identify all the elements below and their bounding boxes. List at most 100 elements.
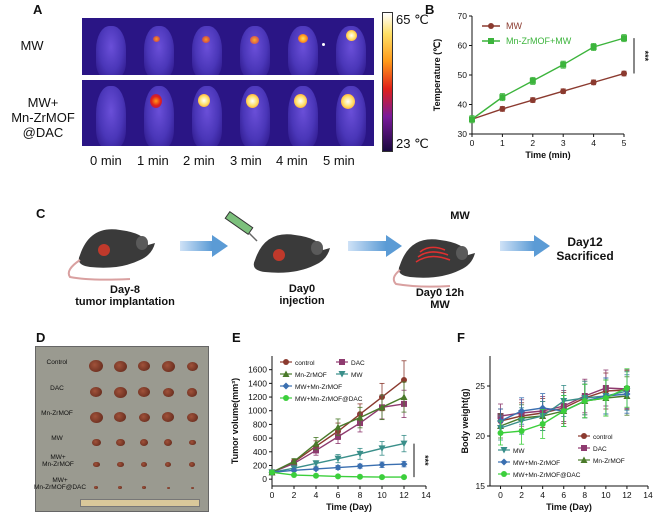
panel-label-f: F — [457, 330, 465, 345]
y-tick-label: 50 — [458, 70, 468, 80]
data-point — [581, 445, 587, 451]
x-tick-label: 3 — [561, 138, 566, 148]
tumor-photo: Control DAC Mn-ZrMOF MW MW+ Mn-ZrMOF MW+… — [33, 346, 209, 512]
data-point — [378, 461, 386, 469]
data-point — [560, 61, 567, 68]
data-point — [401, 376, 407, 383]
chart-body-weight: 0 2 4 6 8 10 12 14 15 20 25 Time (Day) Body weight(g… — [460, 356, 653, 512]
x-tick-label: 5 — [622, 138, 627, 148]
y-tick-label: 200 — [253, 460, 267, 470]
y-tick-label: 70 — [458, 11, 468, 21]
data-point — [339, 359, 345, 365]
significance-marker: *** — [640, 51, 650, 62]
row-label-line-1: MW+ — [27, 95, 59, 110]
data-point — [621, 70, 627, 77]
data-point — [501, 471, 507, 477]
row-label-mw: MW — [20, 38, 44, 53]
legend-label: control — [295, 360, 315, 367]
tumor-specimen — [114, 412, 126, 423]
photo-label-mnzrmof: Mn-ZrMOF — [41, 410, 73, 417]
data-point — [334, 455, 342, 463]
data-point — [313, 447, 319, 454]
x-tick-label: 6 — [561, 490, 566, 500]
data-point — [400, 440, 408, 448]
data-point — [338, 371, 346, 378]
x-tick-label: 6 — [336, 490, 341, 500]
y-tick-label: 400 — [253, 447, 267, 457]
flow-arrow — [500, 241, 534, 251]
tumor-specimen — [164, 439, 172, 446]
legend-label: control — [593, 434, 613, 441]
y-tick-label: 0 — [262, 474, 267, 484]
time-label: 4 min — [276, 153, 308, 168]
thermal-image-mw — [82, 18, 374, 75]
hotspot — [294, 94, 307, 108]
panel-label-c: C — [36, 206, 46, 221]
y-tick-label: 60 — [458, 41, 468, 51]
mouse-silhouette — [192, 26, 222, 75]
x-tick-label: 0 — [470, 138, 475, 148]
panel-label-b: B — [425, 2, 435, 17]
photo-label-control: Control — [46, 359, 68, 366]
data-point — [357, 473, 363, 480]
data-point — [400, 460, 408, 468]
x-tick-label: 4 — [591, 138, 596, 148]
y-tick-label: 15 — [476, 481, 486, 491]
tumor-specimen — [165, 462, 171, 468]
step2-caption: injection — [279, 295, 325, 307]
x-tick-label: 2 — [530, 138, 535, 148]
legend-label: MW+Mn-ZrMOF@DAC — [295, 396, 363, 403]
x-tick-label: 2 — [292, 490, 297, 500]
data-point — [500, 458, 508, 466]
x-tick-label: 4 — [314, 490, 319, 500]
x-tick-label: 1 — [500, 138, 505, 148]
photo-label-dac: DAC — [50, 385, 64, 392]
chart-tumor-volume: 0 2 4 6 8 10 12 14 0 200 400 600 800 1000 1200 1400 1600… — [230, 356, 431, 512]
series-line — [471, 72, 625, 120]
legend-label: Mn-ZrMOF — [295, 372, 327, 379]
data-point — [356, 450, 364, 458]
tumor-specimen — [140, 439, 148, 446]
step3-time: Day0 12h — [415, 287, 465, 299]
data-point — [335, 473, 341, 480]
mouse-illustration-implant — [67, 229, 155, 281]
data-point — [560, 88, 567, 95]
mouse-silhouette — [96, 86, 126, 146]
scale-min-label: 23 ℃ — [396, 136, 429, 151]
hotspot — [198, 94, 210, 107]
tumor-specimen — [138, 387, 150, 398]
tumor-specimen — [186, 361, 198, 371]
data-point — [499, 105, 506, 112]
tumor-specimen — [189, 462, 195, 468]
time-label: 3 min — [230, 153, 262, 168]
data-point — [290, 466, 298, 474]
hotspot — [346, 30, 357, 41]
y-tick-label: 20 — [476, 431, 486, 441]
time-label: 5 min — [323, 153, 355, 168]
hotspot — [341, 94, 355, 109]
photo-label-mw-mnzrmof-dac: MW+ Mn-ZrMOF@DAC — [33, 477, 87, 491]
y-tick-label: 1000 — [248, 406, 267, 416]
y-axis-label: Tumor volume(mm³) — [230, 378, 240, 464]
tumor-specimen — [92, 461, 100, 468]
hotspot — [153, 36, 160, 42]
flow-arrow-head — [534, 235, 550, 257]
y-tick-label: 1200 — [248, 392, 267, 402]
legend-label: MW — [351, 372, 363, 379]
photo-label-mw: MW — [51, 435, 63, 442]
step1-caption: tumor implantation — [75, 296, 175, 308]
tumor-specimen — [115, 438, 125, 447]
data-point — [623, 385, 630, 391]
tumor-specimen — [141, 462, 147, 468]
y-tick-label: 800 — [253, 419, 267, 429]
tumor-specimen — [190, 486, 194, 490]
row-label-line-3: @DAC — [22, 125, 64, 140]
step4-caption: Sacrificed — [556, 249, 614, 263]
tumor-specimen — [187, 388, 197, 397]
y-tick-label: 40 — [458, 100, 468, 110]
data-point — [291, 472, 297, 479]
data-point — [312, 440, 320, 447]
flow-arrow-head — [212, 235, 228, 257]
x-tick-label: 10 — [377, 490, 387, 500]
data-point — [590, 79, 597, 86]
